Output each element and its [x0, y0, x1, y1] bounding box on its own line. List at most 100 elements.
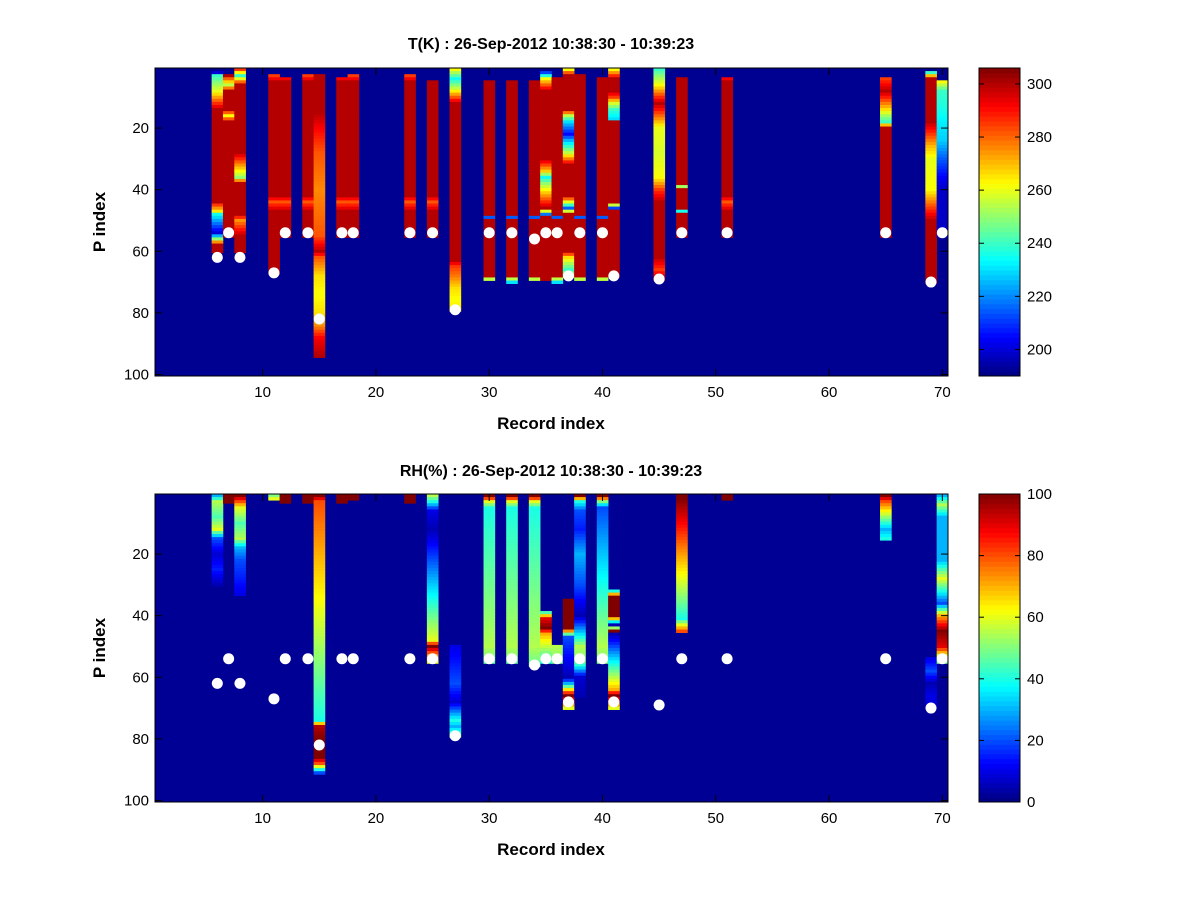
heatmap-cell	[596, 641, 609, 646]
heatmap-cell	[336, 98, 348, 103]
level-marker	[721, 227, 733, 239]
heatmap-cell	[313, 758, 326, 763]
heatmap-cell	[551, 274, 564, 278]
heatmap-cell	[676, 212, 688, 217]
heatmap-cell	[483, 527, 496, 532]
heatmap-cell	[234, 515, 246, 520]
colorbar-segment	[979, 96, 1020, 103]
heatmap-cell	[676, 178, 688, 183]
heatmap-cell	[676, 129, 688, 134]
heatmap-cell	[925, 206, 937, 211]
heatmap-cell	[483, 586, 496, 590]
heatmap-cell	[608, 154, 620, 158]
heatmap-cell	[551, 132, 564, 137]
heatmap-cell	[483, 580, 496, 584]
heatmap-cell	[336, 218, 348, 223]
heatmap-cell	[676, 503, 688, 507]
heatmap-cell	[336, 175, 348, 180]
heatmap-cell	[608, 626, 620, 630]
heatmap-cell	[676, 598, 688, 603]
heatmap-cell	[721, 92, 734, 97]
heatmap-cell	[528, 555, 541, 560]
heatmap-cell	[608, 641, 620, 646]
heatmap-cell	[313, 620, 326, 624]
heatmap-cell	[268, 252, 280, 257]
heatmap-cell	[313, 348, 326, 352]
heatmap-cell	[211, 521, 224, 526]
heatmap-cell	[880, 200, 892, 204]
colorbar-tick-label: 60	[1027, 609, 1044, 626]
heatmap-cell	[551, 240, 564, 244]
heatmap-cell	[676, 604, 688, 609]
heatmap-cell	[234, 512, 246, 516]
heatmap-cell	[608, 215, 620, 220]
heatmap-cell	[404, 83, 416, 87]
level-marker	[302, 653, 314, 665]
level-marker	[223, 227, 235, 239]
heatmap-cell	[234, 546, 246, 550]
heatmap-cell	[574, 104, 586, 109]
heatmap-cell	[551, 265, 564, 269]
heatmap-cell	[336, 500, 348, 504]
heatmap-cell	[608, 604, 620, 609]
heatmap-cell	[596, 629, 609, 633]
heatmap-cell	[925, 697, 937, 701]
heatmap-cell	[313, 175, 326, 180]
heatmap-cell	[279, 123, 292, 127]
heatmap-cell	[268, 494, 280, 498]
heatmap-cell	[880, 86, 892, 90]
heatmap-cell	[653, 157, 666, 161]
heatmap-cell	[936, 509, 949, 513]
heatmap-cell	[880, 148, 892, 152]
x-tick-label: 70	[934, 810, 951, 827]
heatmap-cell	[528, 218, 541, 223]
x-tick-label: 70	[934, 384, 951, 401]
heatmap-cell	[653, 203, 666, 207]
heatmap-cell	[506, 175, 518, 180]
heatmap-cell	[506, 129, 518, 134]
heatmap-cell	[234, 558, 246, 563]
heatmap-cell	[596, 561, 609, 566]
heatmap-cell	[574, 225, 586, 229]
heatmap-cell	[268, 86, 280, 90]
heatmap-cell	[404, 225, 416, 229]
heatmap-cell	[925, 246, 937, 251]
heatmap-cell	[483, 558, 496, 563]
heatmap-cell	[540, 129, 552, 134]
heatmap-cell	[676, 567, 688, 572]
heatmap-cell	[268, 108, 280, 112]
heatmap-cell	[540, 262, 552, 266]
heatmap-cell	[653, 101, 666, 106]
heatmap-cell	[574, 651, 586, 655]
heatmap-cell	[676, 191, 688, 195]
heatmap-cell	[268, 101, 280, 106]
heatmap-cell	[302, 160, 314, 164]
colorbar-segment	[979, 308, 1020, 314]
heatmap-cell	[653, 138, 666, 143]
heatmap-cell	[211, 225, 224, 229]
heatmap-cell	[880, 225, 892, 229]
heatmap-cell	[562, 212, 575, 217]
heatmap-cell	[608, 258, 620, 263]
heatmap-cell	[574, 200, 586, 204]
colorbar-frame	[978, 493, 1021, 803]
heatmap-cell	[234, 111, 246, 115]
heatmap-cell	[449, 644, 462, 649]
heatmap-cell	[562, 148, 575, 152]
heatmap-cell	[925, 694, 937, 698]
colorbar-segment	[979, 590, 1020, 596]
heatmap-cell	[426, 589, 439, 593]
heatmap-cell	[449, 135, 462, 140]
heatmap-cell	[449, 80, 462, 84]
heatmap-cell	[925, 141, 937, 146]
heatmap-cell	[676, 589, 688, 593]
heatmap-cell	[211, 564, 224, 569]
heatmap-cell	[211, 175, 224, 180]
colorbar-segment	[979, 571, 1020, 577]
heatmap-cell	[483, 212, 496, 217]
heatmap-cell	[268, 117, 280, 121]
heatmap-cell	[528, 117, 541, 121]
heatmap-cell	[449, 77, 462, 81]
heatmap-cell	[222, 74, 235, 78]
heatmap-cell	[336, 123, 348, 127]
